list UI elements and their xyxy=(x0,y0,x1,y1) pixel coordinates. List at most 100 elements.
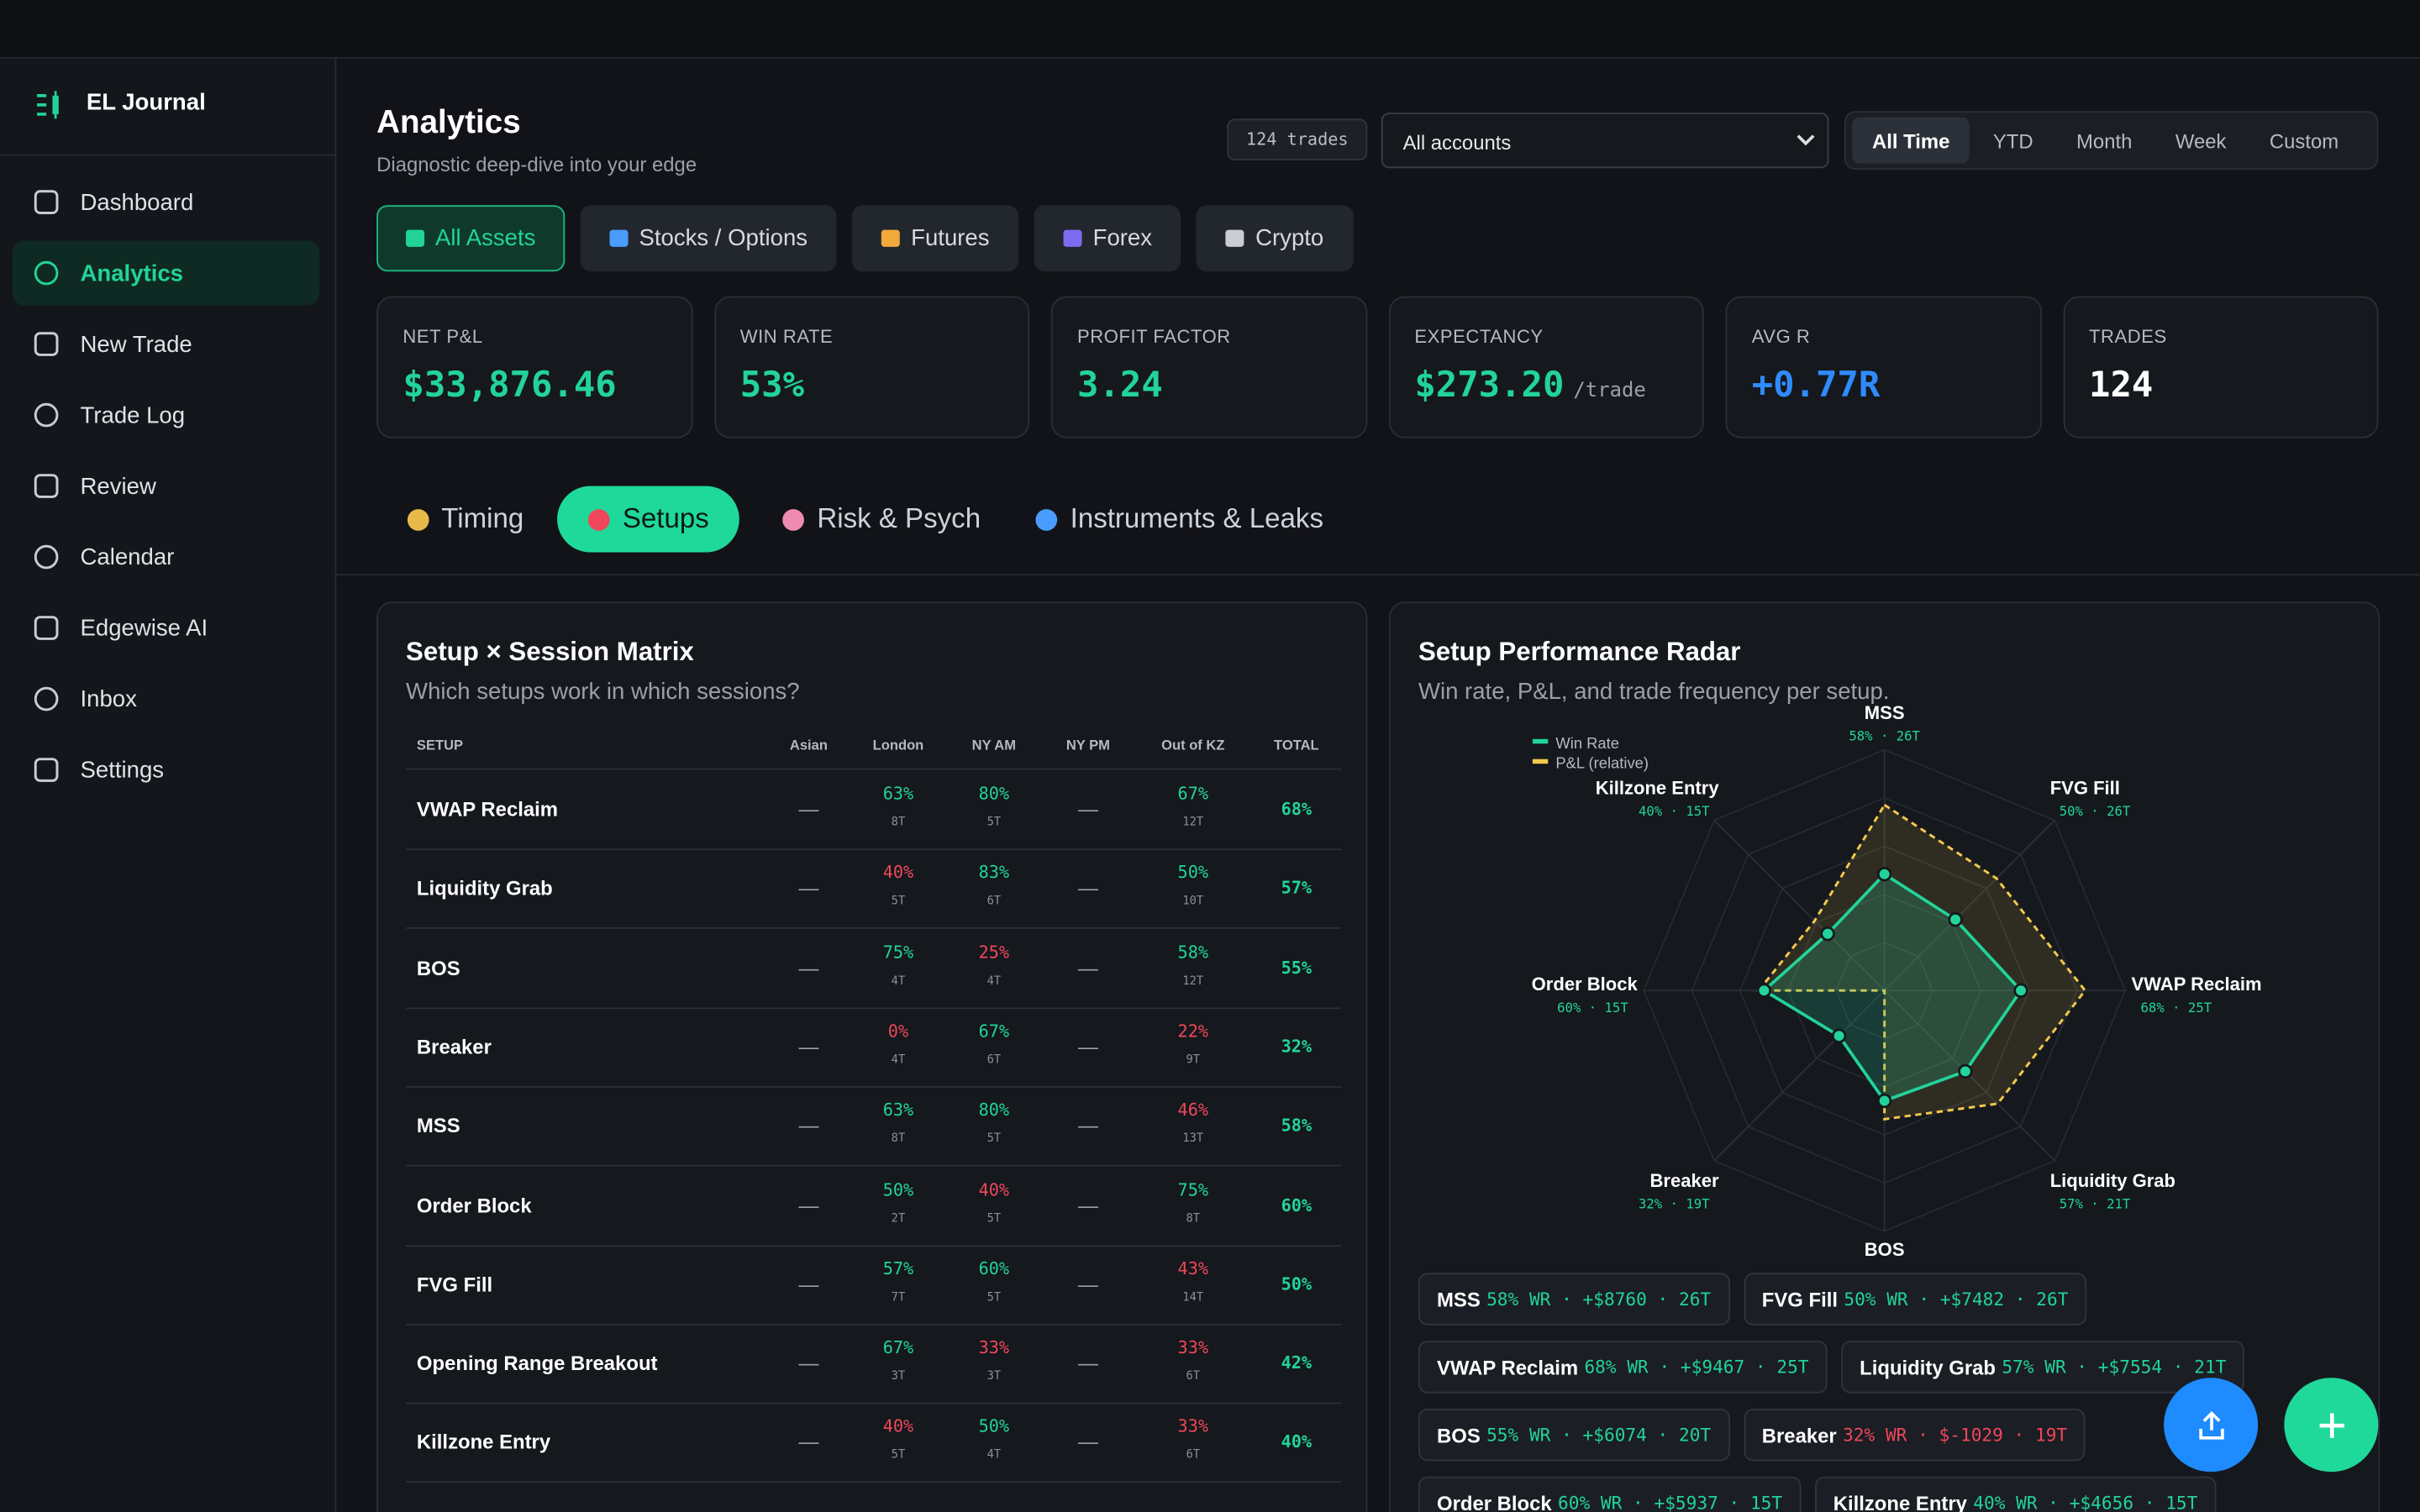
chip-stats: 32% WR · $-1029 · 19T xyxy=(1843,1424,2068,1446)
tab-label: Instruments & Leaks xyxy=(1070,502,1324,534)
empty-cell: — xyxy=(1077,1193,1098,1217)
kpi-value-row: 53% xyxy=(740,365,804,406)
cell-count: 13T xyxy=(1182,1131,1204,1146)
cell-rate: 33% xyxy=(1177,1416,1209,1437)
icon-shape xyxy=(34,402,59,428)
icon-shape xyxy=(34,686,59,711)
cell-count: 10T xyxy=(1182,894,1204,908)
setup-chip[interactable]: Order Block 60% WR · +$5937 · 15T xyxy=(1418,1476,1802,1512)
asset-filter[interactable]: All Assets xyxy=(376,205,566,272)
total-cell: 50% xyxy=(1281,1273,1313,1294)
asset-filter[interactable]: Crypto xyxy=(1197,205,1354,272)
cell-count: 5T xyxy=(986,1210,1002,1225)
cell-count: 5T xyxy=(986,1131,1002,1146)
nav-item[interactable]: Settings xyxy=(13,738,320,802)
divider xyxy=(0,154,335,156)
nav-icon xyxy=(34,190,59,214)
cell-rate: 33% xyxy=(978,1337,1010,1358)
tab-icon xyxy=(407,508,429,530)
nav-item[interactable]: Calendar xyxy=(13,524,320,589)
empty-cell: — xyxy=(1077,1352,1098,1375)
setup-chip[interactable]: BOS 55% WR · +$6074 · 20T xyxy=(1418,1408,1730,1462)
setup-chip[interactable]: Liquidity Grab 57% WR · +$7554 · 21T xyxy=(1841,1341,2245,1394)
legend-label: Win Rate xyxy=(1555,734,1618,752)
axis-stat: 32% · 19T xyxy=(1639,1197,1710,1212)
column-header: TOTAL xyxy=(1274,737,1319,753)
setup-name: MSS xyxy=(416,1114,460,1138)
setup-chip[interactable]: FVG Fill 50% WR · +$7482 · 26T xyxy=(1743,1273,2087,1326)
asset-label: All Assets xyxy=(434,225,536,252)
nav-item[interactable]: Analytics xyxy=(12,240,320,306)
kpi-value: 124 xyxy=(2089,365,2154,407)
nav-item[interactable]: Inbox xyxy=(13,666,320,731)
empty-cell: — xyxy=(798,1431,819,1454)
tab[interactable]: Risk & Psych xyxy=(761,486,1002,553)
brand: EL Journal xyxy=(86,89,206,116)
nav-icon xyxy=(34,544,59,570)
chip-name: BOS xyxy=(1437,1423,1481,1446)
asset-filter[interactable]: Forex xyxy=(1034,205,1181,272)
axis-stat: 55% · 20T xyxy=(1849,1266,1920,1267)
nav-icon xyxy=(34,402,59,428)
empty-cell: — xyxy=(1077,956,1098,979)
chevron xyxy=(1797,134,1815,146)
tab-label: Risk & Psych xyxy=(817,502,981,534)
icon-shape xyxy=(34,332,59,356)
tab-label: Timing xyxy=(441,502,524,534)
axis-name: FVG Fill xyxy=(2050,777,2120,798)
cell-rate: 58% xyxy=(1177,942,1209,963)
nav-item[interactable]: Edgewise AI xyxy=(13,596,320,660)
nav-item[interactable]: New Trade xyxy=(13,312,320,376)
kpi-value-row: $33,876.46 xyxy=(402,365,616,406)
account-select[interactable]: All accounts xyxy=(1381,113,1829,169)
win-rate-point xyxy=(1820,926,1835,942)
total-cell: 58% xyxy=(1281,1116,1313,1137)
cell-count: 3T xyxy=(986,1368,1002,1383)
cell-rate: 50% xyxy=(978,1416,1010,1437)
column-header: Asian xyxy=(789,737,828,753)
total-cell: 55% xyxy=(1281,957,1313,978)
setup-chip[interactable]: Killzone Entry 40% WR · +$4656 · 15T xyxy=(1814,1476,2217,1512)
row-divider xyxy=(406,1402,1342,1404)
range-button[interactable]: Week xyxy=(2175,129,2227,152)
kpi-label: NET P&L xyxy=(402,325,483,348)
nav-item[interactable]: Trade Log xyxy=(13,383,320,448)
row-divider xyxy=(406,1481,1342,1483)
setup-name: VWAP Reclaim xyxy=(416,797,559,822)
nav-label: Inbox xyxy=(80,685,137,712)
add-button[interactable] xyxy=(2284,1378,2379,1473)
legend-swatch xyxy=(1532,738,1549,744)
account-value: All accounts xyxy=(1402,131,1512,155)
tab[interactable]: Setups xyxy=(557,486,740,553)
range-button[interactable]: Custom xyxy=(2269,129,2339,152)
range-button[interactable]: YTD xyxy=(1992,129,2033,152)
tab-icon xyxy=(588,508,611,530)
row-divider xyxy=(406,927,1342,930)
export-button[interactable] xyxy=(2164,1378,2259,1473)
axis-name: BOS xyxy=(1865,1239,1905,1260)
cell-rate: 50% xyxy=(882,1179,914,1200)
cell-rate: 33% xyxy=(1177,1337,1209,1358)
tab[interactable]: Timing xyxy=(386,486,545,553)
cell-count: 8T xyxy=(1186,1210,1201,1225)
asset-icon xyxy=(609,229,629,247)
chip-name: FVG Fill xyxy=(1761,1287,1839,1311)
setup-chip[interactable]: VWAP Reclaim 68% WR · +$9467 · 25T xyxy=(1418,1341,1828,1394)
cell-rate: 63% xyxy=(882,1100,914,1121)
nav-label: Dashboard xyxy=(80,189,194,216)
range-button[interactable]: All Time xyxy=(1852,117,1970,164)
asset-filter[interactable]: Stocks / Options xyxy=(580,205,837,272)
setup-chip[interactable]: Breaker 32% WR · $-1029 · 19T xyxy=(1743,1408,2086,1462)
kpi-value: 53% xyxy=(739,365,805,407)
chip-name: Breaker xyxy=(1761,1423,1837,1446)
cell-rate: 50% xyxy=(1177,863,1209,884)
setup-chip[interactable]: MSS 58% WR · +$8760 · 26T xyxy=(1418,1273,1730,1326)
nav-item[interactable]: Review xyxy=(13,454,320,518)
asset-filter[interactable]: Futures xyxy=(852,205,1019,272)
nav-item[interactable]: Dashboard xyxy=(13,170,320,234)
chip-stats: 50% WR · +$7482 · 26T xyxy=(1844,1288,2069,1310)
empty-cell: — xyxy=(1077,1431,1098,1454)
empty-cell: — xyxy=(1077,797,1098,822)
range-button[interactable]: Month xyxy=(2076,129,2133,152)
tab[interactable]: Instruments & Leaks xyxy=(1015,486,1345,553)
